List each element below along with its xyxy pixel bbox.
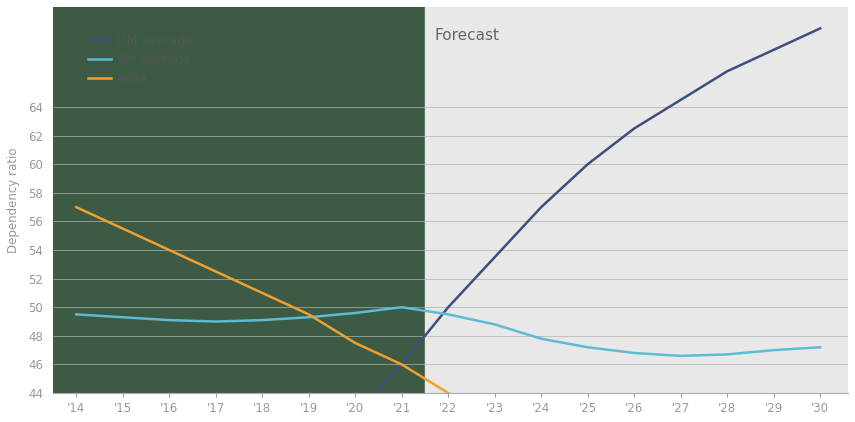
Legend: DM average, EM average, India: DM average, EM average, India — [83, 29, 198, 90]
Bar — [425, 7, 848, 393]
Text: Forecast: Forecast — [434, 28, 499, 43]
Bar — [53, 7, 425, 393]
Y-axis label: Dependency ratio: Dependency ratio — [7, 147, 20, 253]
